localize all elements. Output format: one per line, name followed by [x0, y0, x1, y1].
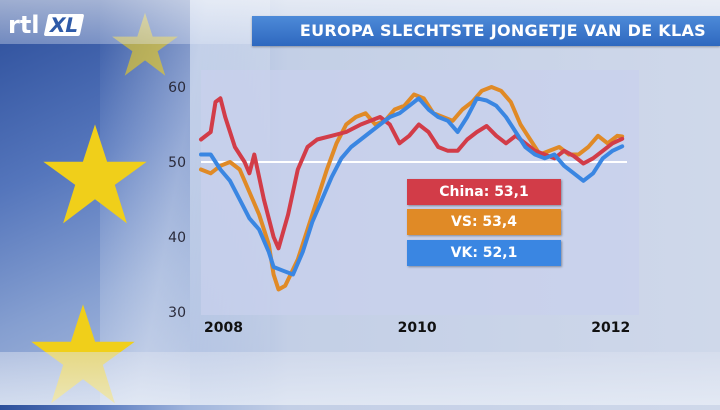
legend-label-vs-text: VS: 53,4	[451, 214, 517, 230]
y-tick-label: 50	[168, 155, 186, 171]
eu-star-icon	[112, 12, 178, 76]
y-axis-ticks: 30 40 50 60	[168, 80, 186, 321]
legend-label-china: China: 53,1	[407, 179, 561, 205]
series-lines	[199, 85, 625, 292]
eu-star-icon	[43, 124, 147, 224]
x-tick-label: 2010	[398, 320, 437, 336]
legend-label-vs: VS: 53,4	[407, 209, 561, 235]
bottom-strip	[0, 352, 720, 405]
legend-label-vk-text: VK: 52,1	[450, 245, 518, 261]
x-axis-ticks: 2008 2010 2012	[204, 320, 630, 336]
logo-text: rtl	[8, 11, 40, 39]
title-bar: EUROPA SLECHTSTE JONGETJE VAN DE KLAS	[252, 16, 720, 46]
chart-title: EUROPA SLECHTSTE JONGETJE VAN DE KLAS	[299, 21, 706, 40]
series-line-vk	[199, 96, 625, 277]
channel-logo: rtl XL	[8, 8, 85, 40]
x-tick-label: 2012	[591, 320, 630, 336]
y-tick-label: 30	[168, 305, 186, 321]
legend-label-china-text: China: 53,1	[439, 184, 529, 200]
x-tick-label: 2008	[204, 320, 243, 336]
y-tick-label: 40	[168, 230, 186, 246]
legend-label-vk: VK: 52,1	[407, 240, 561, 266]
y-tick-label: 60	[168, 80, 186, 96]
